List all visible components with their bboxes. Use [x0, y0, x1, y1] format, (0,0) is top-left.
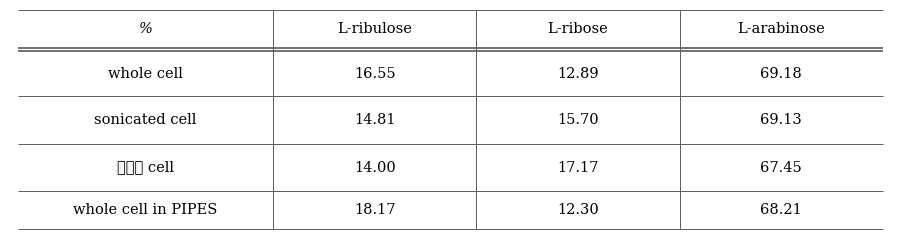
- Text: L-arabinose: L-arabinose: [738, 22, 825, 36]
- Text: 14.00: 14.00: [354, 161, 396, 174]
- Text: whole cell: whole cell: [108, 66, 183, 81]
- Text: 69.18: 69.18: [760, 66, 802, 81]
- Text: L-ribose: L-ribose: [548, 22, 608, 36]
- Text: sonicated cell: sonicated cell: [95, 113, 196, 127]
- Text: 18.17: 18.17: [354, 203, 396, 217]
- Text: 69.13: 69.13: [760, 113, 802, 127]
- Text: 열처리 cell: 열처리 cell: [117, 161, 174, 174]
- Text: 12.89: 12.89: [558, 66, 599, 81]
- Text: whole cell in PIPES: whole cell in PIPES: [73, 203, 218, 217]
- Text: 15.70: 15.70: [558, 113, 599, 127]
- Text: 17.17: 17.17: [558, 161, 599, 174]
- Text: 16.55: 16.55: [354, 66, 396, 81]
- Text: 67.45: 67.45: [760, 161, 802, 174]
- Text: %: %: [139, 22, 152, 36]
- Text: L-ribulose: L-ribulose: [337, 22, 413, 36]
- Text: 14.81: 14.81: [354, 113, 396, 127]
- Text: 12.30: 12.30: [557, 203, 599, 217]
- Text: 68.21: 68.21: [760, 203, 802, 217]
